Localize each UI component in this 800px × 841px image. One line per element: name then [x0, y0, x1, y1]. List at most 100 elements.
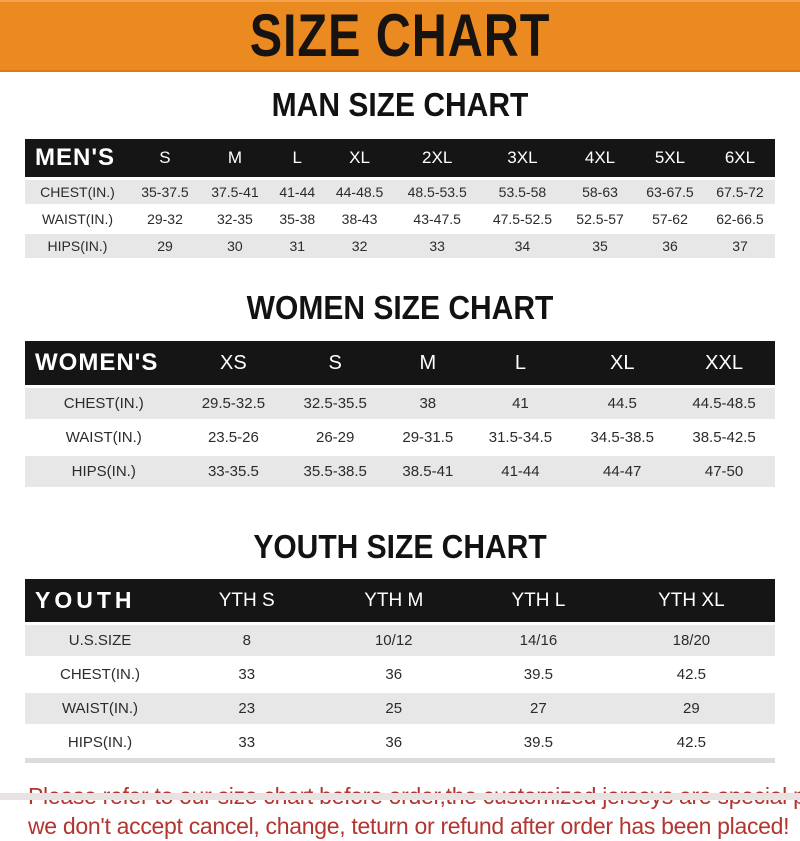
size-value-cell: 32-35	[217, 211, 253, 227]
size-value-cell: 58-63	[582, 184, 618, 200]
size-value-cell: 41	[512, 395, 529, 412]
man-size-table-wrap: MEN'S S M L XL 2XL 3XL 4XL 5XL 6XL CHEST(IN.) 35-3…	[0, 139, 800, 258]
size-value-cell: 31	[289, 238, 306, 254]
size-value-cell: 34.5-38.5	[590, 429, 654, 446]
youth-table-header-row: YOUTH YTH S YTH M YTH L YTH XL	[25, 579, 775, 624]
size-column-header: S	[159, 148, 171, 167]
size-column-header: XL	[349, 148, 370, 167]
banner-title: SIZE CHART	[249, 2, 551, 70]
size-value-cell: 36	[385, 666, 403, 683]
size-column-header: YTH S	[218, 589, 275, 611]
size-value-cell: 41-44	[279, 184, 316, 200]
man-table-header-row: MEN'S S M L XL 2XL 3XL 4XL 5XL 6XL	[25, 139, 775, 179]
size-column-header: L	[514, 351, 526, 374]
measurement-row: CHEST(IN.) 29.5-32.5 32.5-35.5 38 41 44.5 44.5…	[25, 386, 775, 421]
measurement-row-label: HIPS(IN.)	[71, 463, 136, 480]
size-value-cell: 35.5-38.5	[303, 463, 367, 480]
size-column-header: XL	[609, 351, 635, 374]
size-value-cell: 10/12	[374, 632, 413, 649]
measurement-row-label: U.S.SIZE	[68, 632, 132, 649]
size-column-header: 4XL	[584, 148, 616, 167]
size-value-cell: 39.5	[523, 734, 553, 751]
size-value-cell: 29	[157, 238, 173, 254]
size-value-cell: 44-47	[603, 463, 642, 480]
size-value-cell: 32	[351, 238, 368, 254]
size-value-cell: 37	[732, 238, 748, 254]
measurement-row-label: WAIST(IN.)	[65, 429, 142, 446]
size-chart-banner: SIZE CHART	[0, 0, 800, 72]
measurement-row-label: HIPS(IN.)	[67, 734, 133, 751]
measurement-row: WAIST(IN.) 23 25 27 29	[25, 691, 775, 726]
size-column-header: XXL	[705, 351, 743, 374]
measurement-row-label: WAIST(IN.)	[41, 211, 114, 227]
measurement-row: CHEST(IN.) 33 36 39.5 42.5	[25, 657, 775, 692]
measurement-row: HIPS(IN.) 33 36 39.5 42.5	[25, 725, 775, 761]
size-value-cell: 62-66.5	[716, 211, 764, 227]
size-value-cell: 35-37.5	[141, 184, 189, 200]
size-value-cell: 33	[238, 734, 256, 751]
size-value-cell: 43-47.5	[413, 211, 461, 227]
size-value-cell: 53.5-58	[498, 184, 547, 200]
size-value-cell: 29-31.5	[402, 429, 454, 446]
size-column-header: S	[328, 351, 342, 374]
measurement-row-label: CHEST(IN.)	[63, 395, 144, 412]
order-notice: Please refer to our size chart before or…	[28, 781, 800, 841]
size-value-cell: 18/20	[672, 632, 711, 649]
size-value-cell: 47-50	[704, 463, 744, 480]
measurement-row-label: HIPS(IN.)	[47, 238, 108, 254]
size-value-cell: 42.5	[676, 734, 706, 751]
size-column-header: YTH M	[364, 589, 424, 611]
measurement-row: HIPS(IN.) 29 30 31 32 33 34 35 36 37	[25, 232, 775, 258]
measurement-row-label: CHEST(IN.)	[60, 666, 140, 683]
measurement-row: WAIST(IN.) 29-32 32-35 35-38 38-43 43-47.5 47.…	[25, 205, 775, 233]
size-value-cell: 27	[530, 700, 547, 717]
size-value-cell: 23	[238, 700, 256, 717]
size-value-cell: 32.5-35.5	[303, 395, 367, 412]
size-value-cell: 33	[238, 666, 256, 683]
size-value-cell: 26-29	[316, 429, 355, 446]
order-notice-line-2: we don't accept cancel, change, teturn o…	[28, 813, 790, 839]
size-value-cell: 36	[385, 734, 403, 751]
size-column-header: M	[419, 351, 437, 374]
size-column-header: M	[227, 148, 243, 167]
youth-size-table-wrap: YOUTH YTH S YTH M YTH L YTH XL U.S.SIZE 8 10/1…	[0, 579, 800, 763]
size-value-cell: 37.5-41	[211, 184, 259, 200]
size-value-cell: 14/16	[519, 632, 558, 649]
table-corner-label: MEN'S	[35, 144, 116, 171]
measurement-row-label: WAIST(IN.)	[61, 700, 139, 717]
size-column-header: 6XL	[724, 148, 756, 167]
size-value-cell: 30	[227, 238, 243, 254]
size-value-cell: 38	[419, 395, 437, 412]
table-corner-label: WOMEN'S	[35, 349, 159, 376]
youth-section-heading: YOUTH SIZE CHART	[253, 528, 547, 566]
size-value-cell: 31.5-34.5	[488, 429, 553, 446]
size-column-header: 2XL	[422, 148, 453, 167]
size-value-cell: 44-48.5	[335, 184, 384, 200]
size-value-cell: 47.5-52.5	[492, 211, 552, 227]
size-value-cell: 33	[429, 238, 445, 254]
size-value-cell: 44.5-48.5	[692, 395, 756, 412]
size-value-cell: 38.5-41	[402, 463, 454, 480]
bottom-strip	[0, 793, 800, 800]
size-value-cell: 57-62	[652, 211, 688, 227]
size-value-cell: 42.5	[676, 666, 706, 683]
measurement-row: WAIST(IN.) 23.5-26 26-29 29-31.5 31.5-34.5 34…	[25, 420, 775, 455]
table-corner-label: YOUTH	[35, 587, 136, 613]
measurement-row-label: CHEST(IN.)	[40, 184, 115, 200]
women-table-header-row: WOMEN'S XS S M L XL XXL	[25, 341, 775, 387]
size-value-cell: 33-35.5	[207, 463, 259, 480]
measurement-row: CHEST(IN.) 35-37.5 37.5-41 41-44 44-48.5 48.5…	[25, 178, 775, 206]
size-value-cell: 35	[592, 238, 608, 254]
size-column-header: 5XL	[654, 148, 686, 167]
size-value-cell: 63-67.5	[646, 184, 694, 200]
size-value-cell: 29	[683, 700, 700, 717]
size-value-cell: 29.5-32.5	[201, 395, 266, 412]
size-column-header: 3XL	[507, 148, 538, 167]
size-value-cell: 35-38	[279, 211, 316, 227]
size-column-header: YTH L	[511, 589, 566, 611]
size-value-cell: 34	[514, 238, 531, 254]
size-value-cell: 52.5-57	[576, 211, 624, 227]
measurement-row: U.S.SIZE 8 10/12 14/16 18/20	[25, 623, 775, 658]
measurement-row: HIPS(IN.) 33-35.5 35.5-38.5 38.5-41 41-44 44-…	[25, 454, 775, 487]
size-value-cell: 41-44	[501, 463, 540, 480]
